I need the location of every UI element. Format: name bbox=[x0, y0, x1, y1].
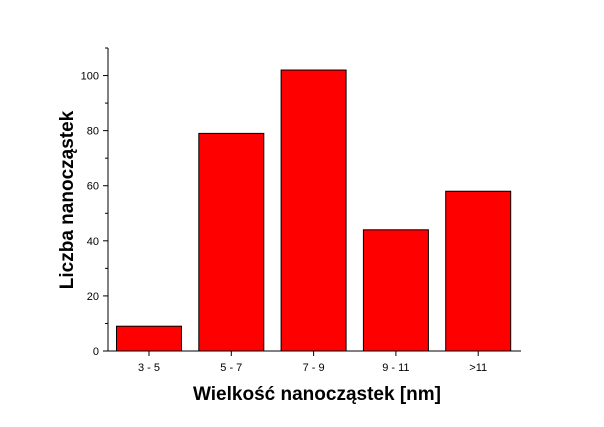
y-tick-label: 20 bbox=[87, 291, 99, 303]
x-tick-label: 5 - 7 bbox=[220, 362, 242, 374]
y-tick-label: 40 bbox=[87, 236, 99, 248]
x-tick-label: 7 - 9 bbox=[303, 362, 325, 374]
y-tick-label: 80 bbox=[87, 126, 99, 138]
y-ticks: 0 20 40 60 80 100 bbox=[81, 47, 108, 358]
bars-layer bbox=[116, 69, 512, 352]
y-tick-label: 60 bbox=[87, 181, 99, 193]
bar bbox=[116, 325, 182, 352]
x-tick-label: >11 bbox=[469, 362, 487, 374]
bar bbox=[198, 132, 265, 352]
y-tick-label: 0 bbox=[93, 346, 99, 358]
x-ticks: 3 - 5 5 - 7 7 - 9 9 - 11 >11 bbox=[138, 351, 487, 374]
y-axis-title: Liczba nanocząstek bbox=[57, 110, 78, 289]
x-axis-title: Wielkość nanocząstek [nm] bbox=[193, 384, 441, 405]
x-tick-label: 9 - 11 bbox=[382, 362, 409, 374]
bar bbox=[445, 190, 512, 352]
x-tick-label: 3 - 5 bbox=[138, 362, 160, 374]
bar bbox=[280, 69, 347, 352]
bar bbox=[362, 229, 429, 352]
axes-layer bbox=[107, 48, 521, 352]
y-tick-label: 100 bbox=[81, 71, 99, 83]
